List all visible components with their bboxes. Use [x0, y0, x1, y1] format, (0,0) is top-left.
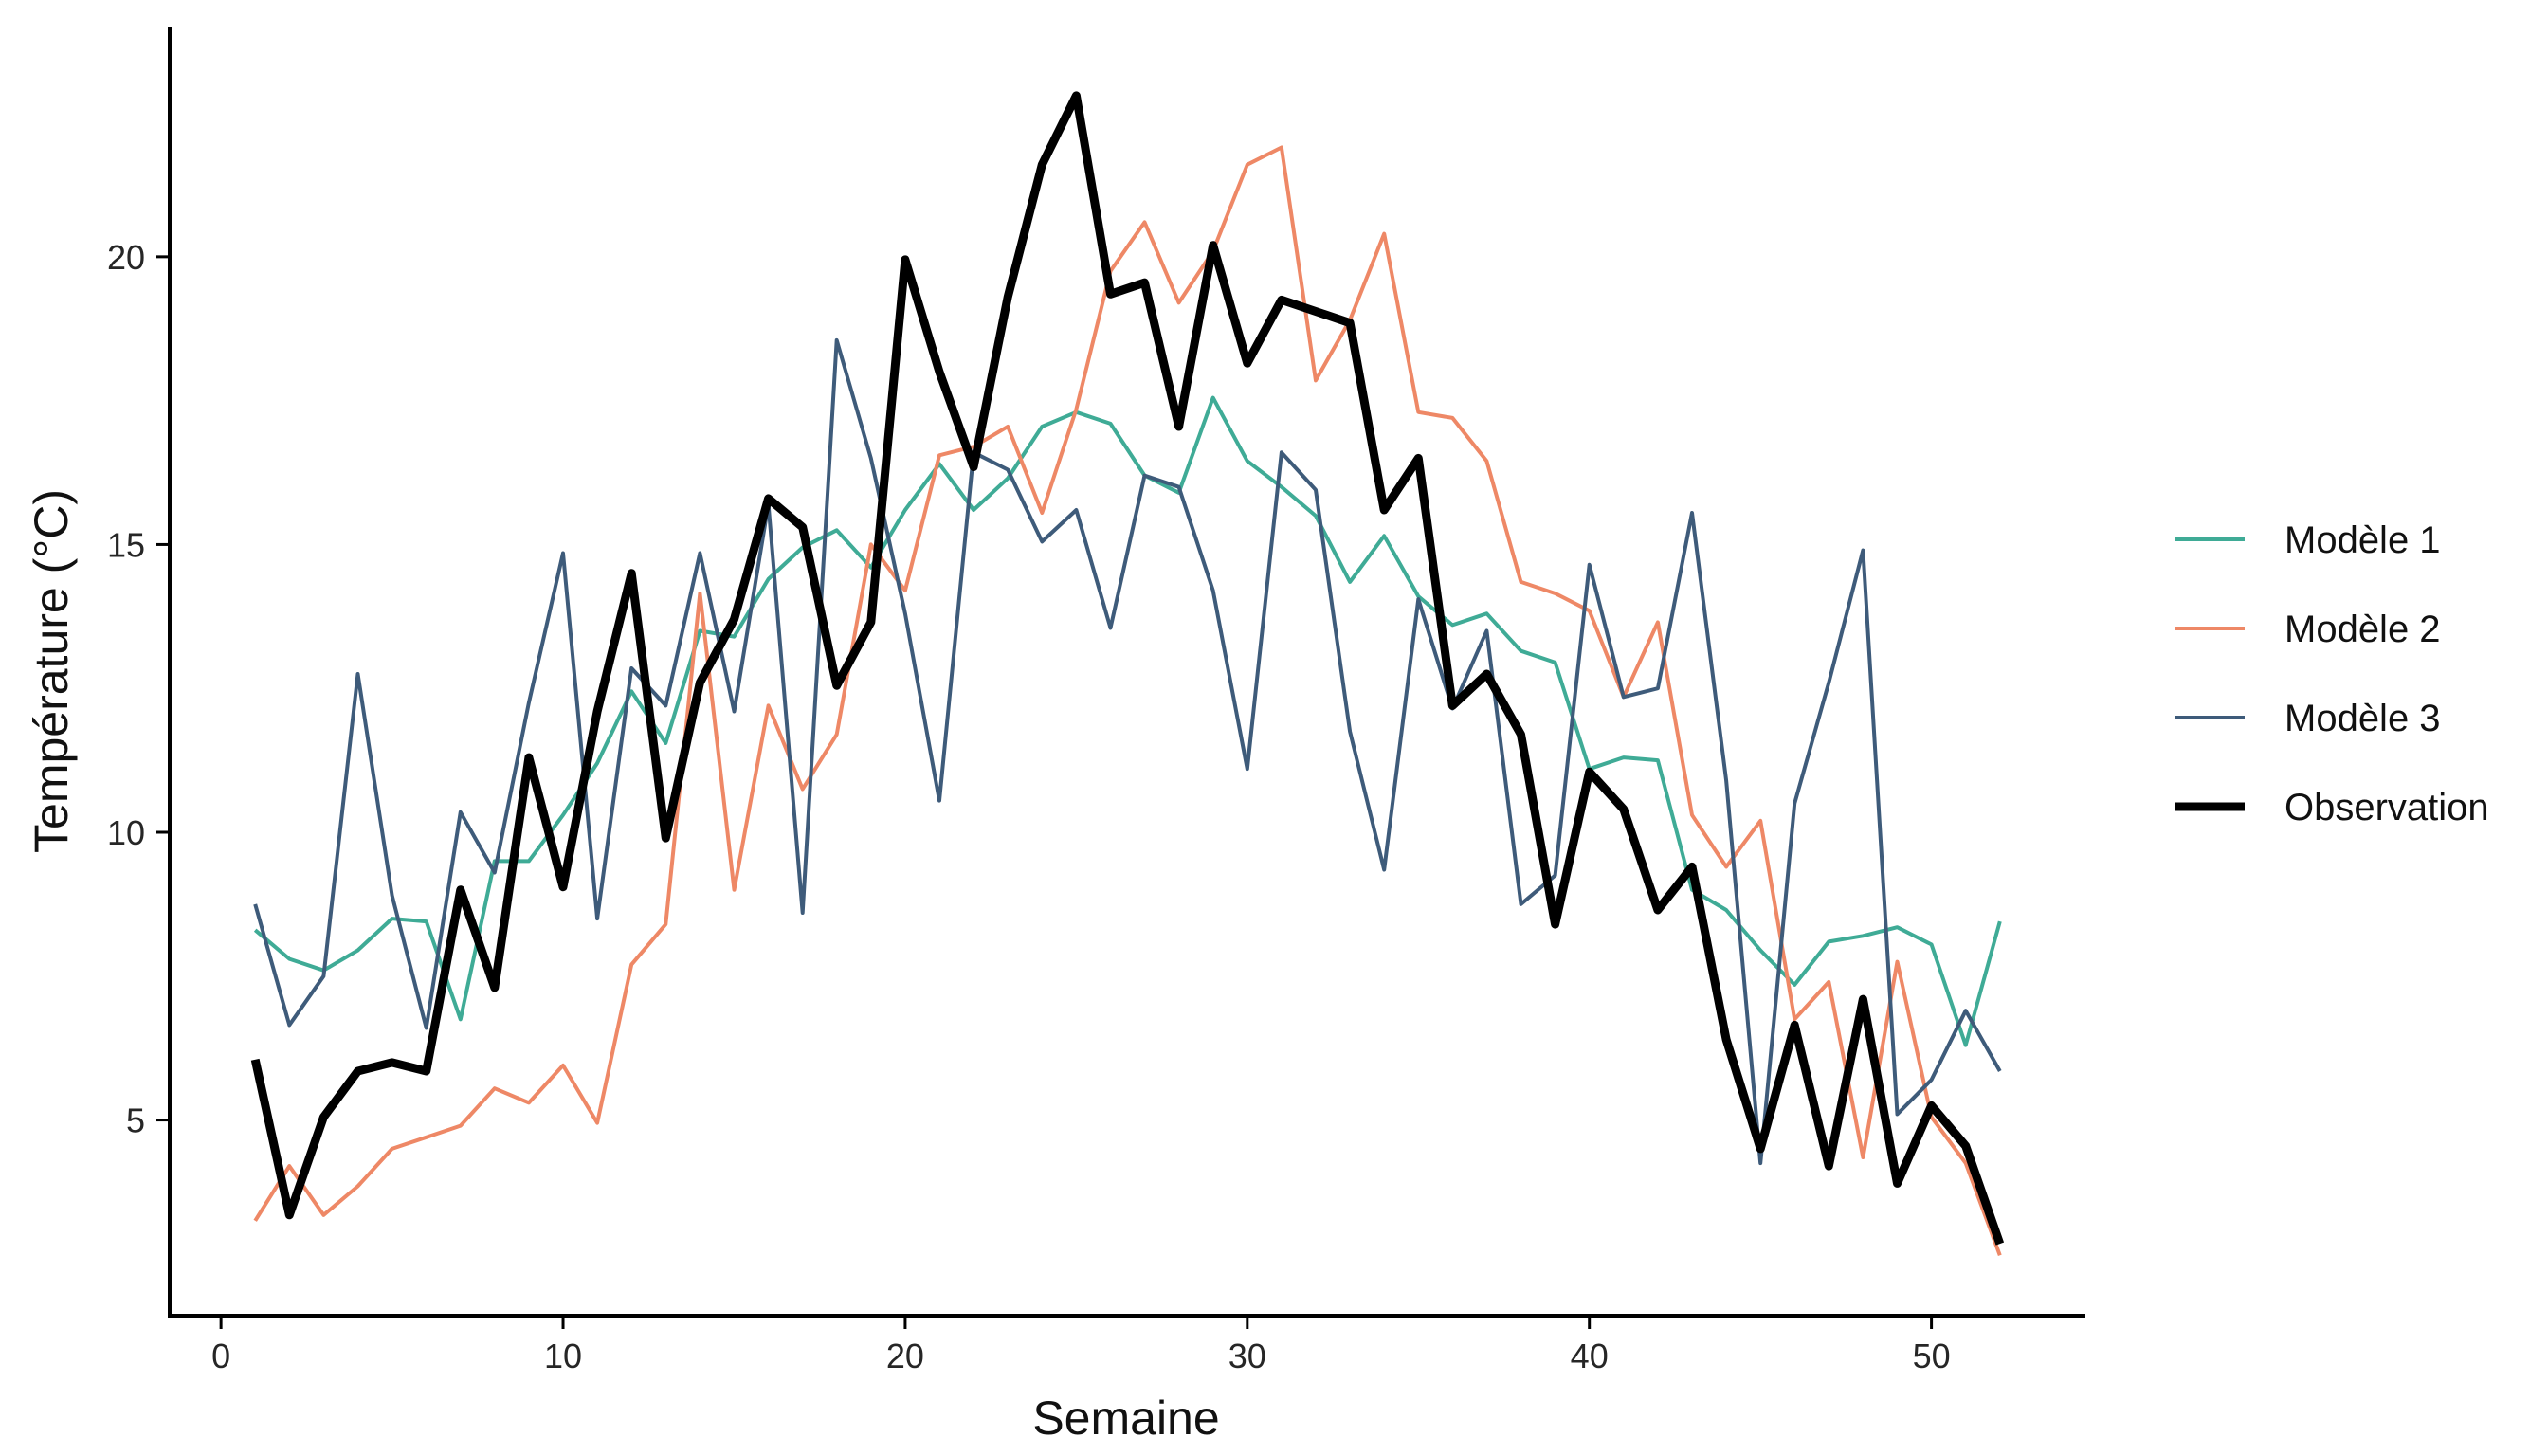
series-line-1	[253, 395, 2002, 1047]
x-tick-label: 0	[211, 1337, 230, 1375]
y-tick-label: 15	[107, 525, 145, 564]
x-axis-ticks: 0 10 20 30 40 50	[211, 1316, 1951, 1375]
y-axis-title: Température (°C)	[25, 489, 78, 853]
x-tick-label: 10	[544, 1337, 582, 1375]
y-tick-label: 20	[107, 238, 145, 277]
series-line-4	[250, 91, 2005, 1246]
legend-label-3: Modèle 3	[2284, 698, 2441, 739]
y-tick-label: 10	[107, 813, 145, 852]
y-tick-label: 5	[126, 1101, 145, 1140]
series-line-3	[253, 337, 2002, 1166]
x-axis-title: Semaine	[1032, 1392, 1219, 1445]
series-line-2	[253, 145, 2002, 1256]
legend: Modèle 1 Modèle 2 Modèle 3 Observation	[2175, 519, 2489, 828]
x-tick-label: 30	[1228, 1337, 1266, 1375]
x-tick-label: 40	[1571, 1337, 1609, 1375]
x-tick-label: 50	[1913, 1337, 1951, 1375]
x-tick-label: 20	[886, 1337, 924, 1375]
series-lines	[250, 91, 2005, 1256]
legend-label-2: Modèle 2	[2284, 609, 2441, 650]
legend-label-4: Observation	[2284, 787, 2489, 828]
y-axis-ticks: 5 10 15 20	[107, 238, 170, 1140]
legend-label-1: Modèle 1	[2284, 519, 2441, 561]
